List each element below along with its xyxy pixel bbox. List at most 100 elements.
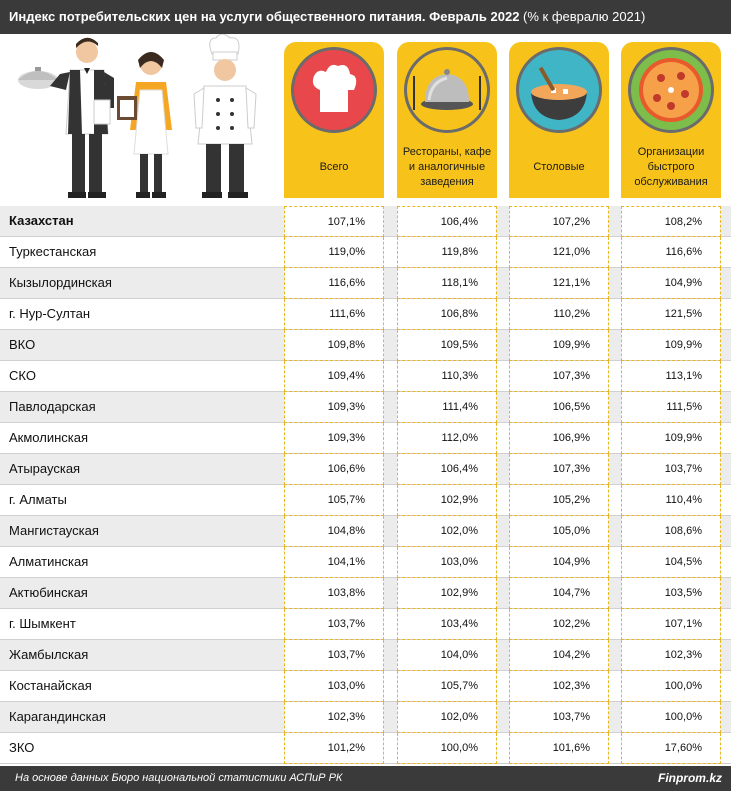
value-cell: 101,6% xyxy=(509,733,609,764)
value-cell: 104,8% xyxy=(284,516,384,547)
cell-divider xyxy=(509,236,609,237)
table-row: ВКО 109,8% 109,5% 109,9% 109,9% xyxy=(0,330,731,361)
soup-bowl-icon xyxy=(516,47,602,133)
cell-divider xyxy=(509,670,609,671)
value-cell: 102,9% xyxy=(397,578,497,609)
value-cell: 113,1% xyxy=(621,361,721,392)
table-row: Туркестанская 119,0% 119,8% 121,0% 116,6% xyxy=(0,237,731,268)
cell-divider xyxy=(284,546,384,547)
table-row: Актюбинская 103,8% 102,9% 104,7% 103,5% xyxy=(0,578,731,609)
value-cell: 107,3% xyxy=(509,454,609,485)
cell-divider xyxy=(397,360,497,361)
region-name: Туркестанская xyxy=(9,244,97,259)
value-cell: 111,5% xyxy=(621,392,721,423)
cell-divider xyxy=(397,298,497,299)
cell-divider xyxy=(397,453,497,454)
value-cell: 105,0% xyxy=(509,516,609,547)
value-cell: 106,4% xyxy=(397,206,497,237)
cell-divider xyxy=(397,422,497,423)
value-cell: 112,0% xyxy=(397,423,497,454)
cell-divider xyxy=(284,608,384,609)
value-cell: 121,5% xyxy=(621,299,721,330)
cell-divider xyxy=(397,391,497,392)
cell-divider xyxy=(284,422,384,423)
cell-divider xyxy=(284,298,384,299)
value-cell: 103,7% xyxy=(284,640,384,671)
table-row: Карагандинская 102,3% 102,0% 103,7% 100,0% xyxy=(0,702,731,733)
column-header-restaurants: Рестораны, кафе и аналогичные заведения xyxy=(397,42,497,198)
value-cell: 104,0% xyxy=(397,640,497,671)
value-cell: 110,2% xyxy=(509,299,609,330)
cell-divider xyxy=(509,577,609,578)
value-cell: 106,4% xyxy=(397,454,497,485)
cell-divider xyxy=(509,391,609,392)
cell-divider xyxy=(284,236,384,237)
value-cell: 101,2% xyxy=(284,733,384,764)
cell-divider xyxy=(397,484,497,485)
cell-divider xyxy=(397,763,497,764)
column-label-restaurants: Рестораны, кафе и аналогичные заведения xyxy=(402,145,492,188)
region-name: Казахстан xyxy=(9,213,74,228)
column-header-total: Всего xyxy=(284,42,384,198)
cell-divider xyxy=(621,329,721,330)
value-cell: 107,2% xyxy=(509,206,609,237)
value-cell: 108,2% xyxy=(621,206,721,237)
cell-divider xyxy=(397,577,497,578)
table-row: Жамбылская 103,7% 104,0% 104,2% 102,3% xyxy=(0,640,731,671)
cell-divider xyxy=(397,515,497,516)
column-label-fast-food: Организации быстрого обслуживания xyxy=(634,145,708,188)
value-cell: 106,5% xyxy=(509,392,609,423)
value-cell: 109,4% xyxy=(284,361,384,392)
cell-divider xyxy=(621,267,721,268)
table-row: Акмолинская 109,3% 112,0% 106,9% 109,9% xyxy=(0,423,731,454)
cell-divider xyxy=(509,267,609,268)
cell-divider xyxy=(621,763,721,764)
value-cell: 102,9% xyxy=(397,485,497,516)
value-cell: 109,3% xyxy=(284,423,384,454)
value-cell: 104,7% xyxy=(509,578,609,609)
cell-divider xyxy=(621,484,721,485)
value-cell: 100,0% xyxy=(621,702,721,733)
value-cell: 17,60% xyxy=(621,733,721,764)
value-cell: 103,7% xyxy=(509,702,609,733)
value-cell: 106,8% xyxy=(397,299,497,330)
value-cell: 106,6% xyxy=(284,454,384,485)
region-name: Кызылординская xyxy=(9,275,112,290)
cell-divider xyxy=(284,515,384,516)
chart-title: Индекс потребительских цен на услуги общ… xyxy=(9,9,520,24)
value-cell: 106,9% xyxy=(509,423,609,454)
cell-divider xyxy=(509,546,609,547)
value-cell: 102,2% xyxy=(509,609,609,640)
region-name: ВКО xyxy=(9,337,36,352)
column-header-canteens: Столовые xyxy=(509,42,609,198)
value-cell: 110,4% xyxy=(621,485,721,516)
value-cell: 100,0% xyxy=(397,733,497,764)
table-row: Костанайская 103,0% 105,7% 102,3% 100,0% xyxy=(0,671,731,702)
cell-divider xyxy=(509,422,609,423)
cell-divider xyxy=(621,732,721,733)
cell-divider xyxy=(284,732,384,733)
value-cell: 111,6% xyxy=(284,299,384,330)
table-row: г. Шымкент 103,7% 103,4% 102,2% 107,1% xyxy=(0,609,731,640)
cell-divider xyxy=(509,639,609,640)
value-cell: 109,8% xyxy=(284,330,384,361)
value-cell: 110,3% xyxy=(397,361,497,392)
cell-divider xyxy=(621,701,721,702)
cell-divider xyxy=(284,763,384,764)
value-cell: 119,0% xyxy=(284,237,384,268)
cell-divider xyxy=(621,546,721,547)
cell-divider xyxy=(621,236,721,237)
value-cell: 102,0% xyxy=(397,702,497,733)
cell-divider xyxy=(284,453,384,454)
cell-divider xyxy=(397,546,497,547)
cell-divider xyxy=(284,360,384,361)
title-bar: Индекс потребительских цен на услуги общ… xyxy=(0,0,731,34)
value-cell: 102,3% xyxy=(509,671,609,702)
region-name: г. Шымкент xyxy=(9,616,76,631)
region-name: СКО xyxy=(9,368,36,383)
region-name: г. Алматы xyxy=(9,492,67,507)
region-name: Актюбинская xyxy=(9,585,88,600)
cell-divider xyxy=(284,267,384,268)
column-label-total: Всего xyxy=(319,160,349,173)
table-row: ЗКО 101,2% 100,0% 101,6% 17,60% xyxy=(0,733,731,764)
